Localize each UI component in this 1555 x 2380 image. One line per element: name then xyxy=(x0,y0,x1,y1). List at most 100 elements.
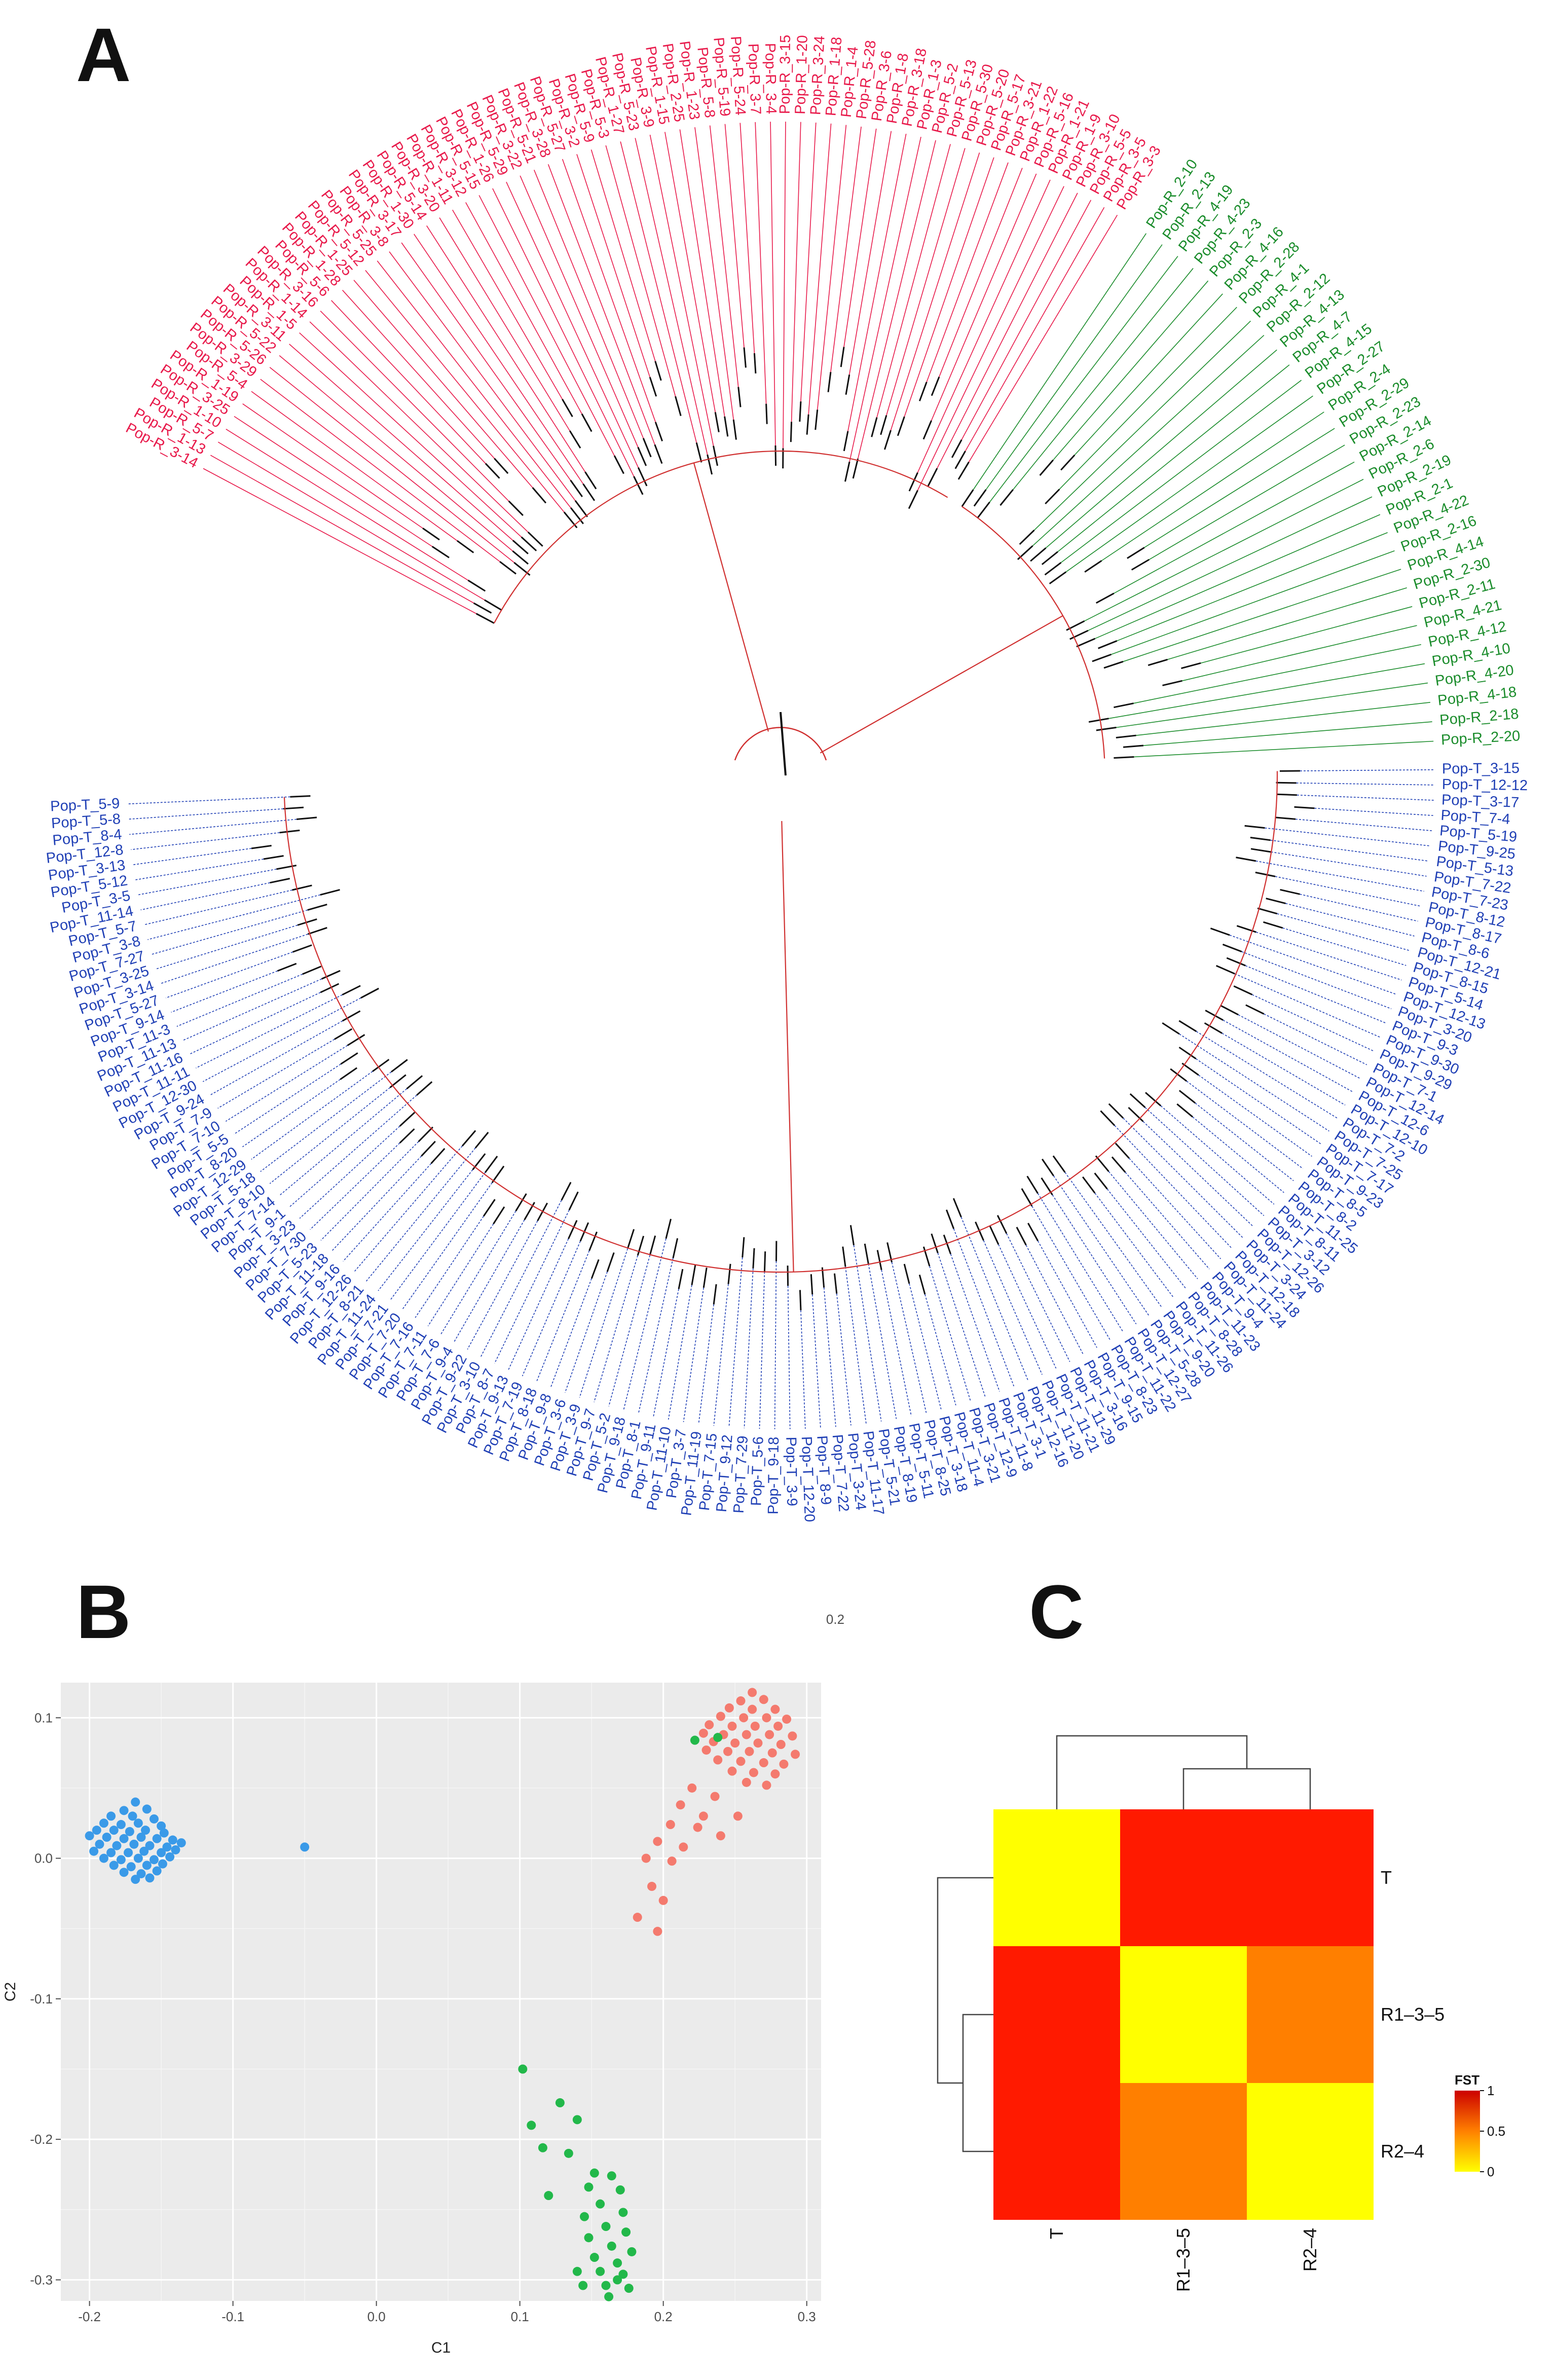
tree-node-branch xyxy=(753,353,757,374)
scatter-point xyxy=(564,2148,573,2158)
tree-tip-branch xyxy=(331,300,486,464)
tree-node-branch xyxy=(532,487,547,504)
tree-tip-branch xyxy=(917,186,1064,491)
tree-node-branch xyxy=(1044,562,1062,576)
tree-node-branch xyxy=(1219,1005,1239,1016)
tree-node-branch xyxy=(633,476,644,495)
tree-tip-branch xyxy=(1241,951,1392,1010)
tree-node-branch xyxy=(527,531,543,547)
tree-tip-branch xyxy=(961,200,1092,440)
tree-tip-branch xyxy=(1088,496,1373,631)
tree-tip-branch xyxy=(182,978,322,1041)
scatter-point xyxy=(92,1826,101,1835)
scatter-point xyxy=(601,2281,611,2290)
scatter-point xyxy=(727,1766,737,1776)
scatter-point xyxy=(95,1839,104,1849)
scatter-point xyxy=(584,2233,594,2243)
tree-tip-branch xyxy=(973,233,1147,490)
scatter-point xyxy=(618,2208,628,2217)
tree-tip-branch xyxy=(836,1293,851,1426)
tree-tip-branch xyxy=(143,889,292,925)
tree-tip-branch xyxy=(983,1240,1043,1375)
scatter-point xyxy=(133,1818,143,1828)
scatter-point xyxy=(604,2292,614,2301)
tree-node-branch xyxy=(961,489,974,507)
panel-c-letter: C xyxy=(1029,1569,1084,1654)
tree-tip-branch xyxy=(165,951,293,998)
tree-node-branch xyxy=(283,806,304,810)
tree-tip-branch xyxy=(299,332,522,538)
tree-tip-branch xyxy=(534,169,644,438)
tree-tip-branch xyxy=(909,1283,942,1409)
tree-node-branch xyxy=(588,1232,598,1251)
tree-node-branch xyxy=(1226,957,1246,966)
tree-tip-branch xyxy=(953,1229,1015,1387)
tree-node-branch xyxy=(852,458,859,479)
tree-tip-branch xyxy=(1198,1074,1312,1157)
scatter-point xyxy=(518,2064,528,2074)
scatter-point xyxy=(140,1826,150,1835)
tree-tip-branch xyxy=(876,144,951,418)
tree-tip-branch xyxy=(664,132,716,413)
tree-node-branch xyxy=(1178,1047,1197,1060)
tree-tip-branch xyxy=(1296,783,1434,786)
tree-tip-branch xyxy=(426,225,586,472)
tree-node-branch xyxy=(307,904,327,911)
scatter-point xyxy=(99,1853,108,1863)
tree-node-branch xyxy=(512,540,529,554)
tree-node-branch xyxy=(1222,943,1242,953)
tree-tip-branch xyxy=(140,882,270,911)
heatmap-col-label: R1–3–5 xyxy=(1173,2228,1194,2292)
tree-tip-branch xyxy=(378,1169,473,1291)
scatter-point xyxy=(149,1855,159,1865)
tree-node-branch xyxy=(1069,629,1089,640)
tree-node-branch xyxy=(765,403,768,424)
tree-tip-branch xyxy=(1196,1058,1321,1144)
tree-tip-branch xyxy=(203,468,476,614)
tree-tip-branch xyxy=(847,133,907,431)
tree-node-branch xyxy=(1176,1103,1193,1118)
heatmap-cell xyxy=(993,1809,1120,1946)
tree-tip-branch xyxy=(823,1287,836,1427)
tree-node-branch xyxy=(320,983,340,993)
scatter-point xyxy=(665,1820,675,1830)
tree-tip-branch xyxy=(1038,1240,1097,1348)
heatmap-cell xyxy=(1247,2083,1374,2220)
tree-tip-label: Pop-T_5-6 xyxy=(748,1436,766,1506)
tree-node-branch xyxy=(996,1215,1008,1234)
legend-color-bar xyxy=(1455,2091,1480,2172)
scatter-point xyxy=(745,1746,754,1756)
tree-tip-branch xyxy=(1111,550,1395,655)
tree-tip-branch xyxy=(1033,320,1251,531)
tree-node-branch xyxy=(582,483,596,501)
tree-tip-branch xyxy=(343,1163,432,1262)
tree-node-branch xyxy=(1147,658,1168,666)
scatter-point xyxy=(572,2115,582,2125)
tree-tip-label: Pop-R_3-4 xyxy=(762,43,779,115)
tree-node-branch xyxy=(473,602,492,614)
scatter-point xyxy=(770,1704,780,1714)
tree-node-branch xyxy=(952,1198,962,1218)
tree-tip-branch xyxy=(1084,478,1364,622)
scatter-point xyxy=(770,1769,780,1779)
tree-tip-branch xyxy=(989,255,1178,503)
scatter-point xyxy=(538,2143,547,2152)
tree-tip-branch xyxy=(1006,1233,1070,1362)
tree-tip-branch xyxy=(1143,721,1432,746)
tree-tip-branch xyxy=(891,1262,927,1413)
tree-node-branch xyxy=(897,416,905,436)
scatter-point xyxy=(736,1696,746,1706)
scatter-point xyxy=(791,1750,800,1759)
tree-tip-branch xyxy=(217,1038,335,1109)
scatter-point xyxy=(578,2281,588,2290)
tree-tip-branch xyxy=(791,122,801,422)
tree-node-branch xyxy=(1016,1226,1027,1246)
tree-node-branch xyxy=(945,1209,955,1229)
tree-tip-branch xyxy=(653,1289,679,1417)
tree-clade-stem xyxy=(820,615,1063,754)
scatter-point xyxy=(572,2266,582,2276)
heatmap-col-label: T xyxy=(1046,2228,1067,2239)
tree-tip-branch xyxy=(1182,625,1417,682)
tree-node-branch xyxy=(1088,718,1109,723)
y-tick-label: -0.3 xyxy=(30,2272,53,2287)
